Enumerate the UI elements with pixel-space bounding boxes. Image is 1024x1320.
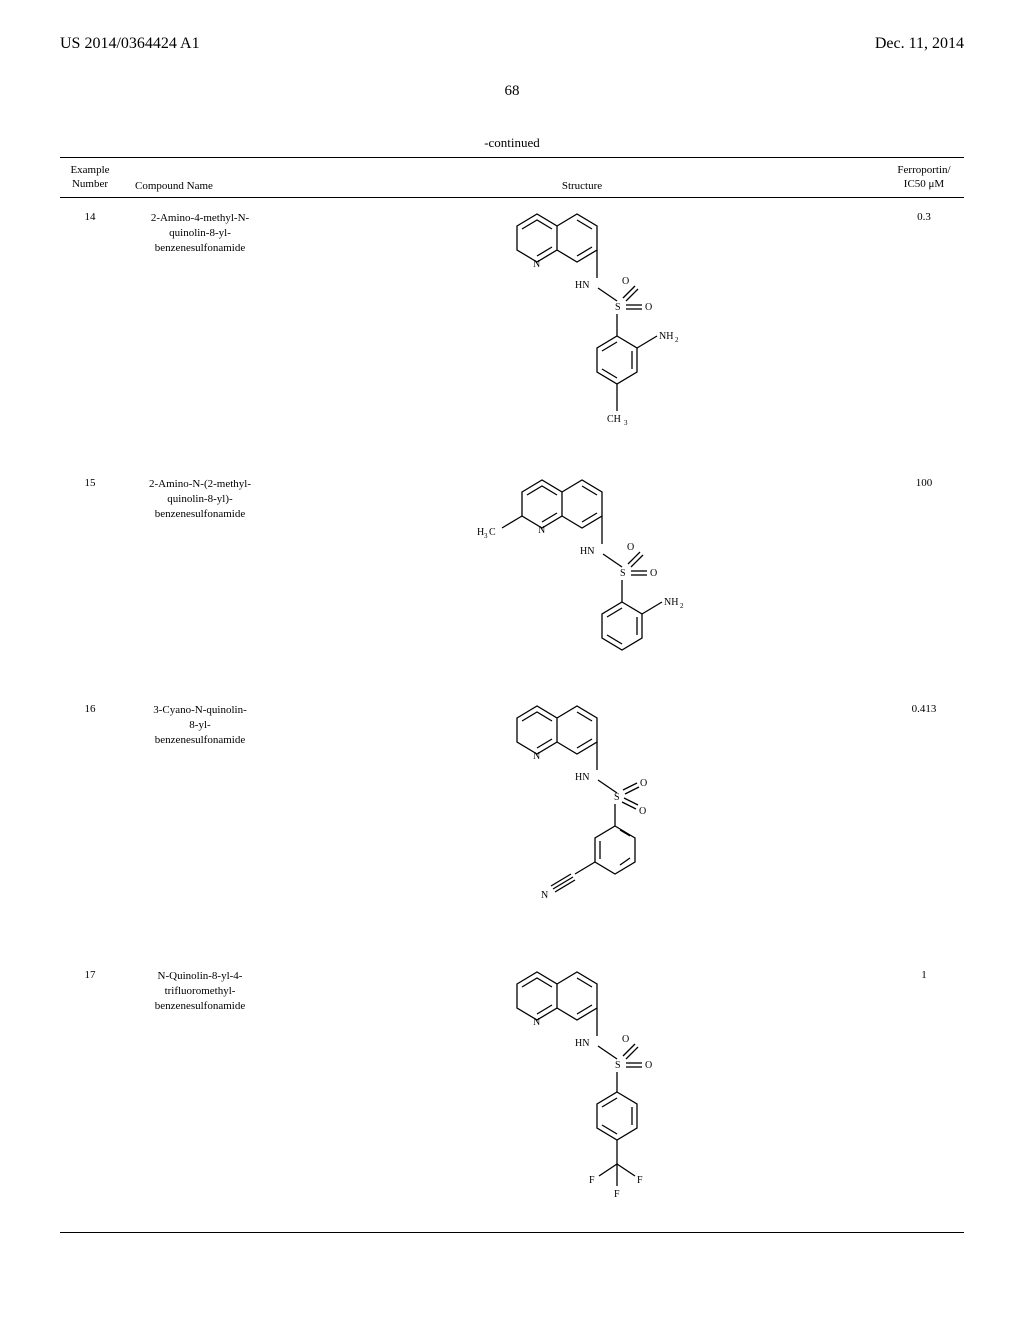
header-example: Example Number — [60, 163, 120, 192]
cell-structure: N HN S O O — [280, 964, 884, 1224]
name-line: quinolin-8-yl)- — [167, 493, 232, 505]
svg-text:HN: HN — [580, 546, 594, 557]
publication-number: US 2014/0364424 A1 — [60, 35, 200, 53]
cell-ic50: 100 — [884, 472, 964, 489]
svg-text:O: O — [645, 302, 652, 313]
svg-text:O: O — [639, 806, 646, 817]
svg-text:S: S — [615, 302, 621, 313]
cell-example: 15 — [60, 472, 120, 489]
name-line: benzenesulfonamide — [155, 242, 245, 254]
name-line: 3-Cyano-N-quinolin- — [153, 704, 246, 716]
name-line: 2-Amino-4-methyl-N- — [151, 212, 249, 224]
svg-text:F: F — [589, 1175, 595, 1186]
svg-text:3: 3 — [624, 419, 628, 427]
svg-text:HN: HN — [575, 772, 589, 783]
cell-structure: N HN S O O — [280, 206, 884, 456]
svg-text:O: O — [650, 568, 657, 579]
cell-name: 2-Amino-4-methyl-N- quinolin-8-yl- benze… — [120, 206, 280, 257]
cell-ic50: 0.3 — [884, 206, 964, 223]
svg-text:S: S — [615, 1060, 621, 1071]
cell-ic50: 0.413 — [884, 698, 964, 715]
svg-text:N: N — [533, 1017, 540, 1028]
name-line: benzenesulfonamide — [155, 1000, 245, 1012]
svg-text:O: O — [622, 1034, 629, 1045]
svg-text:N: N — [538, 525, 545, 536]
svg-text:N: N — [533, 751, 540, 762]
svg-text:C: C — [489, 527, 496, 538]
cell-name: 2-Amino-N-(2-methyl- quinolin-8-yl)- ben… — [120, 472, 280, 523]
svg-text:F: F — [637, 1175, 643, 1186]
cell-example: 17 — [60, 964, 120, 981]
structure-svg-16: N HN S O O — [467, 698, 697, 948]
svg-text:2: 2 — [680, 602, 684, 610]
cell-example: 14 — [60, 206, 120, 223]
header-ic50: Ferroportin/ IC50 μM — [884, 163, 964, 192]
continued-label: -continued — [60, 135, 964, 151]
svg-text:N: N — [533, 259, 540, 270]
page-number: 68 — [60, 83, 964, 100]
name-line: benzenesulfonamide — [155, 508, 245, 520]
structure-svg-17: N HN S O O — [467, 964, 697, 1224]
header-example-line1: Example — [60, 163, 120, 177]
svg-text:S: S — [620, 568, 626, 579]
cell-name: 3-Cyano-N-quinolin- 8-yl- benzenesulfona… — [120, 698, 280, 749]
svg-text:O: O — [645, 1060, 652, 1071]
name-line: 2-Amino-N-(2-methyl- — [149, 478, 251, 490]
table-header-row: Example Number Compound Name Structure F… — [60, 158, 964, 198]
svg-text:HN: HN — [575, 280, 589, 291]
cell-example: 16 — [60, 698, 120, 715]
cell-name: N-Quinolin-8-yl-4- trifluoromethyl- benz… — [120, 964, 280, 1015]
svg-text:3: 3 — [484, 532, 488, 540]
svg-text:CH: CH — [607, 414, 621, 425]
page-header: US 2014/0364424 A1 Dec. 11, 2014 — [60, 35, 964, 53]
publication-date: Dec. 11, 2014 — [875, 35, 964, 53]
name-line: quinolin-8-yl- — [169, 227, 231, 239]
name-line: 8-yl- — [189, 719, 210, 731]
table-row: 15 2-Amino-N-(2-methyl- quinolin-8-yl)- … — [60, 464, 964, 690]
table-row: 17 N-Quinolin-8-yl-4- trifluoromethyl- b… — [60, 956, 964, 1232]
header-ic50-line1: Ferroportin/ — [884, 163, 964, 177]
name-line: benzenesulfonamide — [155, 734, 245, 746]
name-line: N-Quinolin-8-yl-4- — [158, 970, 243, 982]
header-ic50-line2: IC50 μM — [884, 177, 964, 191]
header-structure: Structure — [280, 163, 884, 192]
svg-text:O: O — [640, 778, 647, 789]
header-example-line2: Number — [60, 177, 120, 191]
table-row: 16 3-Cyano-N-quinolin- 8-yl- benzenesulf… — [60, 690, 964, 956]
svg-text:F: F — [614, 1189, 620, 1200]
compound-table: Example Number Compound Name Structure F… — [60, 157, 964, 1233]
svg-text:NH: NH — [664, 597, 678, 608]
cell-structure: N HN S O O — [280, 698, 884, 948]
svg-text:HN: HN — [575, 1038, 589, 1049]
structure-svg-15: N H 3 C HN S O — [462, 472, 702, 682]
svg-text:N: N — [541, 890, 548, 901]
svg-text:2: 2 — [675, 336, 679, 344]
svg-text:S: S — [614, 792, 620, 803]
table-row: 14 2-Amino-4-methyl-N- quinolin-8-yl- be… — [60, 198, 964, 464]
header-name: Compound Name — [120, 163, 280, 192]
svg-text:O: O — [627, 542, 634, 553]
name-line: trifluoromethyl- — [165, 985, 236, 997]
cell-ic50: 1 — [884, 964, 964, 981]
svg-text:NH: NH — [659, 331, 673, 342]
cell-structure: N H 3 C HN S O — [280, 472, 884, 682]
svg-text:O: O — [622, 276, 629, 287]
structure-svg-14: N HN S O O — [467, 206, 697, 456]
